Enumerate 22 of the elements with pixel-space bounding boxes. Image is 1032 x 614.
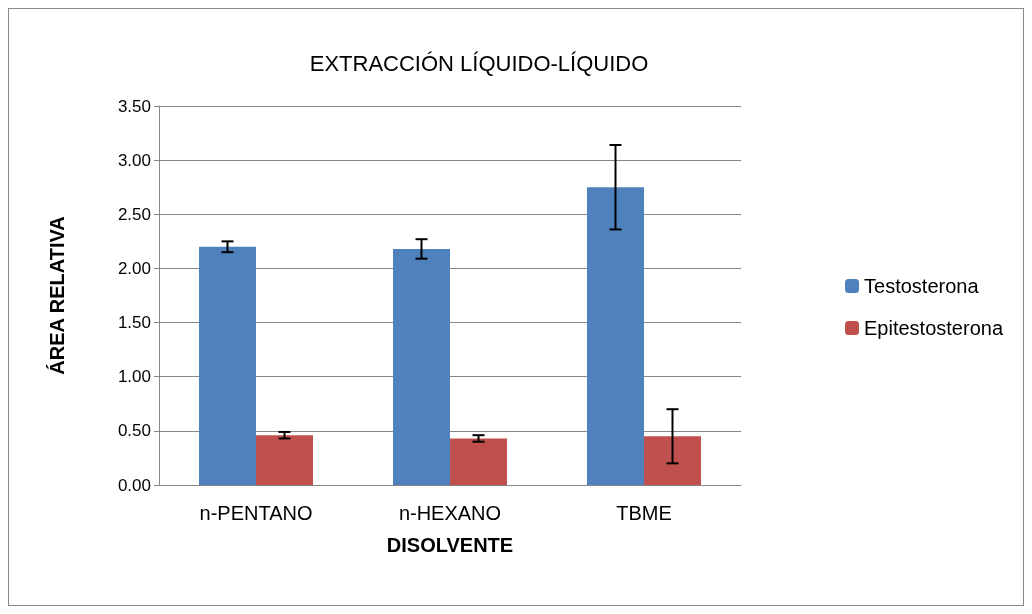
y-tick-label: 0.00 xyxy=(117,475,151,495)
bar xyxy=(644,436,701,485)
bar xyxy=(256,435,313,485)
bar xyxy=(393,248,450,485)
y-tick-label: 2.00 xyxy=(117,258,151,278)
y-tick-label: 1.50 xyxy=(117,313,151,333)
x-tick-label: n-PENTANO xyxy=(199,502,313,524)
y-tick-label: 1.00 xyxy=(117,367,151,387)
legend-label: Testosterona xyxy=(864,275,980,297)
y-tick-label: 2.50 xyxy=(117,204,151,224)
bar xyxy=(587,187,644,485)
chart-title: EXTRACCIÓN LÍQUIDO-LÍQUIDO xyxy=(309,50,649,76)
bar xyxy=(450,438,507,485)
y-axis-title: ÁREA RELATIVA xyxy=(46,216,68,375)
y-tick-label: 3.00 xyxy=(117,150,151,170)
bar xyxy=(199,246,256,485)
y-tick-label: 3.50 xyxy=(117,96,151,116)
x-tick-label: n-HEXANO xyxy=(398,502,502,524)
x-tick-label: TBME xyxy=(616,502,672,524)
legend-label: Epitestosterona xyxy=(864,317,1004,339)
x-axis-title: DISOLVENTE xyxy=(386,534,514,556)
y-tick-label: 0.50 xyxy=(117,421,151,441)
